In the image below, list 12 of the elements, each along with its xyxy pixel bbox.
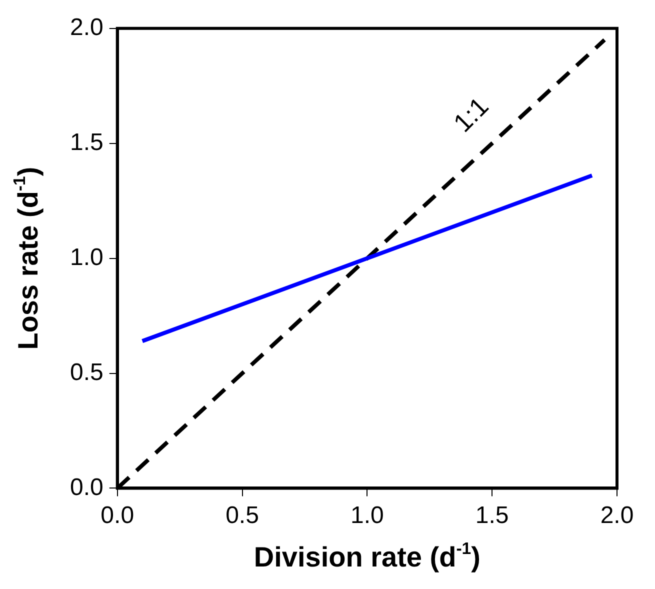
y-tick-label: 1.5 xyxy=(70,128,104,156)
x-tick-label: 0.0 xyxy=(100,502,134,530)
annotation: 1:1 xyxy=(447,91,494,138)
x-tick-label: 2.0 xyxy=(600,502,634,530)
y-tick-label: 0.5 xyxy=(70,358,104,386)
x-tick-label: 0.5 xyxy=(226,502,259,530)
x-tick-label: 1.5 xyxy=(475,502,509,530)
x-tick-label: 1.0 xyxy=(350,502,384,530)
y-axis-title: Loss rate (d-1) xyxy=(10,166,44,350)
y-tick-label: 0.0 xyxy=(70,474,104,501)
y-tick-label: 1.0 xyxy=(70,244,104,271)
y-tick-label: 2.0 xyxy=(70,14,104,42)
